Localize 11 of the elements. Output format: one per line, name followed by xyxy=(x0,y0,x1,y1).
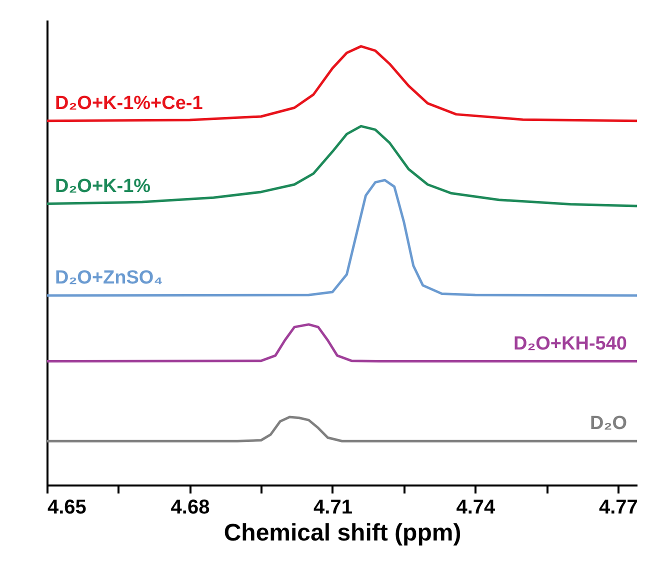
series-label: D₂O+K-1% xyxy=(55,176,151,197)
series-label: D₂O xyxy=(590,413,627,434)
x-axis-title: Chemical shift (ppm) xyxy=(224,520,462,546)
x-tick-label: 4.77 xyxy=(599,496,638,518)
x-tick-label: 4.68 xyxy=(170,496,210,518)
series-label: D₂O+KH-540 xyxy=(513,333,627,354)
x-tick-label: 4.74 xyxy=(456,496,496,518)
x-tick-label: 4.71 xyxy=(314,496,352,518)
series-label: D₂O+K-1%+Ce-1 xyxy=(55,92,204,114)
series-label: D₂O+ZnSO₄ xyxy=(55,267,163,288)
x-tick-label: 4.65 xyxy=(48,496,86,518)
